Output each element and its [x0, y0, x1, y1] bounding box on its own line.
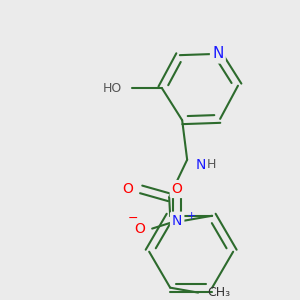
Text: +: + [187, 211, 196, 221]
Text: N: N [195, 158, 206, 172]
Text: O: O [122, 182, 133, 197]
Text: O: O [172, 182, 183, 196]
Text: HO: HO [103, 82, 122, 95]
Text: N: N [172, 214, 182, 228]
Text: N: N [212, 46, 224, 61]
Text: CH₃: CH₃ [207, 286, 230, 299]
Text: H: H [207, 158, 217, 171]
Text: O: O [134, 222, 145, 236]
Text: −: − [128, 212, 138, 225]
